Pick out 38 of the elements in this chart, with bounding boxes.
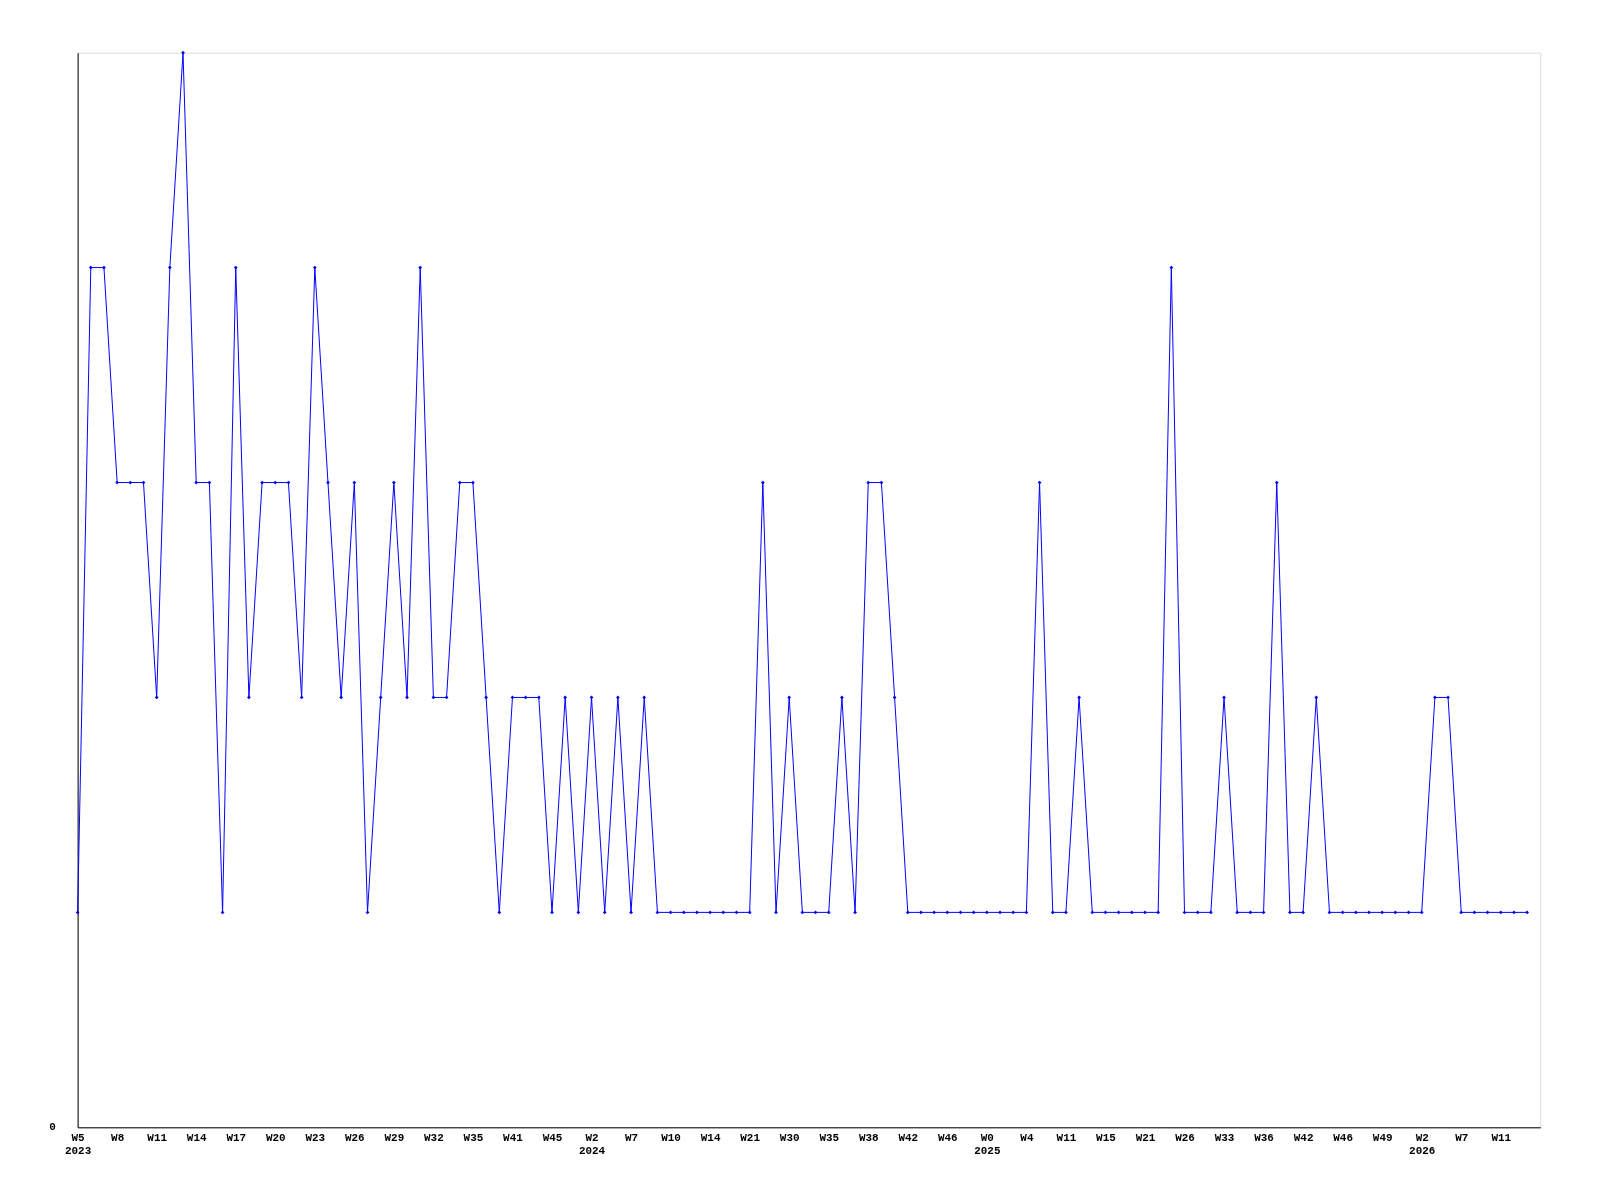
x-tick-label: W46 bbox=[937, 1131, 958, 1144]
x-tick-label: W42 bbox=[898, 1131, 919, 1144]
x-tick-label: W49 bbox=[1372, 1131, 1393, 1144]
x-tick-label: W14 bbox=[186, 1131, 207, 1144]
x-tick-label: W46 bbox=[1333, 1131, 1353, 1144]
x-tick-label: W33 bbox=[1214, 1131, 1235, 1144]
x-tick-label: W41 bbox=[503, 1131, 524, 1144]
x-tick-label: W17 bbox=[226, 1131, 247, 1144]
x-tick-label: W30 bbox=[779, 1131, 800, 1144]
x-tick-label: W45 bbox=[542, 1131, 563, 1144]
x-tick-label: W36 bbox=[1254, 1131, 1274, 1144]
x-tick-label: W2 2024 bbox=[578, 1131, 606, 1157]
x-tick-label: W8 bbox=[111, 1131, 125, 1144]
x-tick-label: W5 2023 bbox=[64, 1131, 92, 1157]
x-tick-label: W35 bbox=[819, 1131, 840, 1144]
x-tick-label: W4 bbox=[1020, 1131, 1034, 1144]
x-tick-label: W14 bbox=[700, 1131, 721, 1144]
x-tick-label: W11 bbox=[1491, 1131, 1512, 1144]
x-tick-label: W29 bbox=[384, 1131, 405, 1144]
text: 0 bbox=[49, 1121, 56, 1134]
x-tick-label: W35 bbox=[463, 1131, 484, 1144]
x-tick-label: W26 bbox=[1175, 1131, 1195, 1144]
x-tick-label: W0 2025 bbox=[974, 1131, 1001, 1157]
x-tick-label: W20 bbox=[265, 1131, 286, 1144]
x-tick-label: W21 bbox=[740, 1131, 761, 1144]
x-tick-label: W7 bbox=[1455, 1131, 1469, 1144]
x-tick-label: W21 bbox=[1135, 1131, 1156, 1144]
x-tick-label: W42 bbox=[1293, 1131, 1314, 1144]
x-tick-label: W38 bbox=[858, 1131, 879, 1144]
x-tick-label: W2 2026 bbox=[1409, 1131, 1436, 1157]
x-tick-label: W7 bbox=[624, 1131, 639, 1144]
x-tick-label: W26 bbox=[344, 1131, 365, 1144]
x-tick-label: W15 bbox=[1096, 1131, 1116, 1144]
x-tick-label: W11 bbox=[147, 1131, 168, 1144]
x-tick-label: W10 bbox=[661, 1131, 681, 1144]
x-tick-label: W23 bbox=[305, 1131, 326, 1144]
x-tick-label: W32 bbox=[424, 1131, 444, 1144]
x-tick-label: W11 bbox=[1056, 1131, 1077, 1144]
